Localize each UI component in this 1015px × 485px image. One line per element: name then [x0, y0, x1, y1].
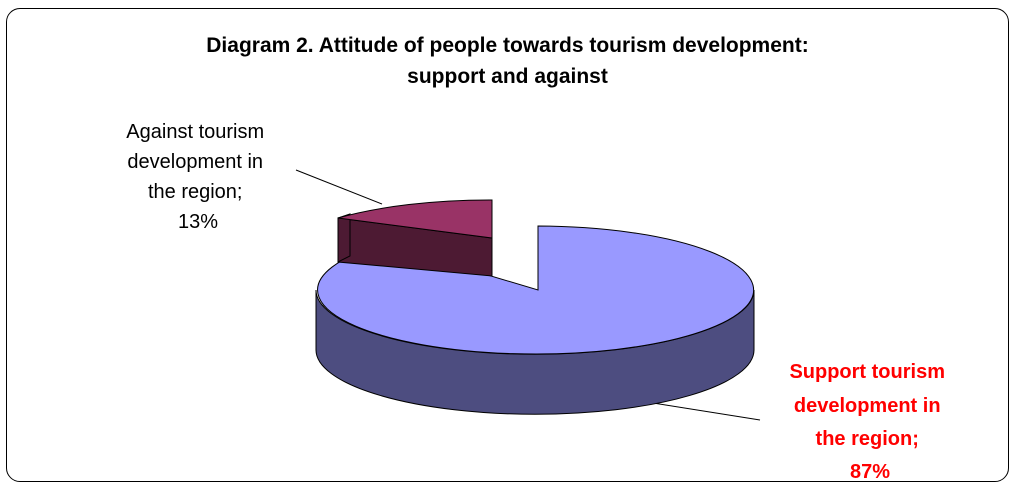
data-label-support-line-1: Support tourism [789, 361, 945, 383]
chart-title-line-1: Diagram 2. Attitude of people towards to… [206, 34, 809, 57]
data-label-against-line-2: development in [127, 151, 263, 173]
leader-line-against [295, 169, 383, 205]
data-label-against: Against tourism development in the regio… [126, 121, 269, 233]
data-label-support-line-3: the region; [816, 428, 919, 450]
data-label-against-line-1: Against tourism [126, 121, 264, 143]
data-label-against-line-3: the region; [148, 181, 243, 203]
data-label-support-line-2: development in [794, 395, 941, 417]
data-label-against-line-4: 13% [178, 211, 218, 233]
pie-slice-against-side-2 [337, 213, 351, 263]
chart-title: Diagram 2. Attitude of people towards to… [0, 30, 1015, 92]
pie-slice-against [337, 199, 493, 239]
chart-title-line-2: support and against [407, 65, 608, 88]
data-label-support: Support tourism development in the regio… [789, 361, 950, 483]
data-label-support-line-4: 87% [850, 461, 890, 483]
